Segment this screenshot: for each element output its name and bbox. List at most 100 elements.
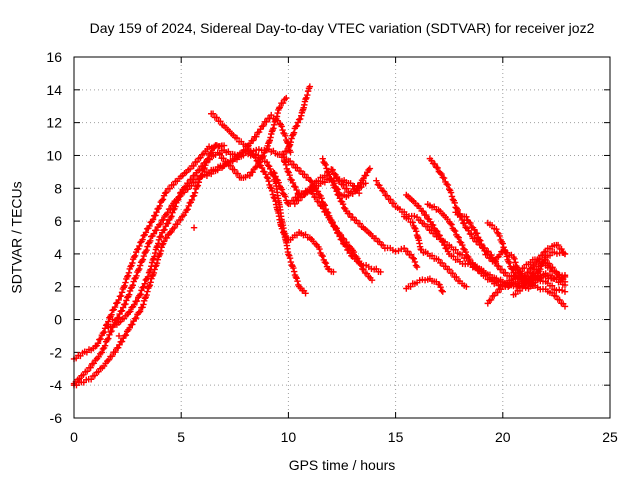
data-point [286, 157, 294, 165]
data-point [141, 295, 149, 302]
data-point [270, 121, 278, 128]
data-point [112, 348, 119, 356]
data-point [188, 196, 196, 204]
data-point [380, 188, 388, 195]
data-point [387, 196, 394, 203]
data-point [158, 197, 166, 204]
data-point [127, 308, 134, 315]
data-point [439, 288, 446, 295]
data-point [410, 255, 418, 262]
data-point [283, 94, 290, 102]
data-point [450, 226, 458, 234]
data-point [481, 247, 488, 255]
data-point [140, 283, 147, 290]
data-point [151, 249, 159, 257]
data-point [496, 232, 503, 240]
data-point [121, 282, 128, 290]
data-point [168, 213, 175, 220]
data-point [272, 173, 279, 180]
data-point [262, 171, 269, 178]
data-point [130, 253, 138, 261]
data-point [272, 116, 279, 124]
data-point [100, 328, 108, 336]
data-point [302, 95, 309, 103]
data-point [306, 83, 314, 90]
data-point [336, 177, 344, 185]
data-point [292, 123, 300, 130]
data-point [139, 256, 147, 263]
x-tick-label: 15 [388, 429, 404, 445]
data-point [333, 225, 340, 232]
data-point [315, 177, 322, 184]
data-point [462, 248, 470, 256]
y-tick-label: 6 [54, 213, 62, 229]
data-point [502, 249, 510, 257]
data-point [155, 240, 162, 247]
data-point [538, 274, 545, 281]
data-point [163, 234, 171, 242]
data-point [156, 251, 163, 259]
data-point [542, 256, 549, 263]
data-point [151, 253, 158, 260]
data-point [109, 307, 116, 314]
data-point [496, 251, 504, 259]
data-point [132, 314, 140, 322]
data-point [293, 275, 300, 282]
data-point [443, 180, 450, 188]
data-point [411, 258, 419, 266]
data-point [458, 251, 466, 258]
data-point [174, 220, 181, 228]
data-point [105, 335, 112, 342]
data-point [321, 258, 329, 266]
data-point [264, 162, 272, 169]
data-point [125, 291, 133, 298]
data-point [143, 291, 150, 299]
x-tick-label: 25 [602, 429, 618, 445]
data-point [260, 122, 267, 129]
data-point [288, 176, 295, 184]
data-point [136, 262, 144, 269]
data-point [506, 259, 513, 267]
data-point [150, 230, 158, 237]
data-point [278, 186, 286, 193]
data-point [246, 172, 254, 179]
data-point [312, 194, 320, 201]
data-point [148, 263, 155, 270]
data-point [135, 267, 142, 274]
data-point [129, 282, 137, 289]
data-point [263, 173, 271, 181]
data-point [436, 169, 444, 176]
data-point [350, 248, 358, 256]
data-point [212, 142, 219, 149]
data-point [368, 276, 376, 284]
data-point [255, 128, 263, 136]
data-point [177, 216, 184, 224]
data-point [561, 278, 569, 286]
data-point [123, 297, 130, 304]
data-point [114, 344, 122, 351]
data-point [444, 181, 452, 189]
data-point [340, 235, 347, 242]
data-point [322, 161, 329, 169]
data-point [494, 229, 501, 236]
data-point [337, 231, 344, 239]
data-point [266, 137, 274, 144]
data-point [227, 162, 235, 169]
data-point [558, 287, 566, 294]
data-point [289, 179, 297, 187]
data-point [213, 114, 220, 121]
data-point [267, 134, 274, 141]
data-point [330, 268, 337, 276]
data-point [99, 329, 107, 337]
data-point [131, 252, 139, 260]
data-point [249, 169, 256, 176]
data-point [136, 265, 143, 273]
data-point [291, 200, 299, 208]
data-point [233, 134, 241, 142]
data-point [487, 296, 495, 304]
data-point [330, 170, 338, 177]
data-point [463, 213, 470, 221]
data-point [122, 331, 130, 339]
data-point [357, 261, 365, 269]
data-point [170, 181, 177, 189]
